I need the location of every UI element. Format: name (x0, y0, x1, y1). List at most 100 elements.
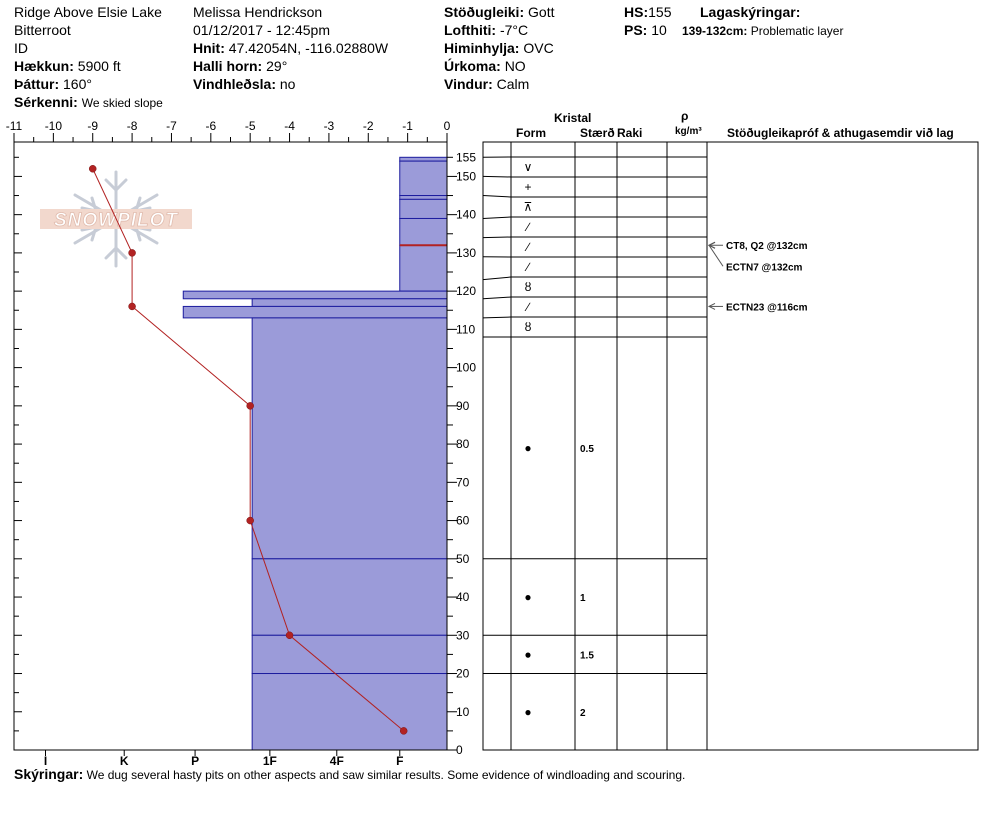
grain-form-symbol: ● (524, 705, 531, 719)
comments: Skýringar: We dug several hasty pits on … (14, 766, 685, 782)
hardness-tick-label: F (396, 754, 403, 768)
stability-test-label: CT8, Q2 @132cm (726, 241, 808, 252)
snow-layer (251, 673, 448, 751)
hardness-tick-label: 1F (263, 754, 277, 768)
height-tick-label: 120 (456, 284, 476, 298)
temp-tick-label: -8 (127, 119, 138, 133)
snow-layer (251, 558, 448, 636)
temperature-point (88, 165, 97, 173)
grain-table: ∨ + ⊼ ∕ ∕ ∕ ȣ ∕ ȣ ● 0.5 ● 1 ● 1.5 ● 2 CT8, Q2 @132cm ECTN7… (482, 141, 979, 751)
temp-tick-label: -3 (324, 119, 335, 133)
height-tick-label: 40 (456, 590, 470, 604)
grain-size-value: 1.5 (580, 650, 594, 661)
snowpilot-logo: SNOWPILOT (40, 170, 192, 268)
wind: Vindur: Calm (444, 76, 529, 92)
observer: Melissa Hendrickson (193, 4, 322, 20)
sky-cover: Himinhylja: OVC (444, 40, 554, 56)
grain-form-symbol: ∨ (524, 160, 533, 174)
height-connector (482, 216, 512, 219)
height-tick-label: 70 (456, 475, 470, 489)
grain-form-symbol: ∕ (524, 260, 531, 274)
density-symbol: ρ (681, 109, 688, 123)
height-connector (482, 276, 512, 281)
snow-layer (399, 217, 448, 246)
snow-layer (399, 160, 448, 197)
temp-tick-label: -5 (245, 119, 256, 133)
snow-layer (399, 156, 448, 162)
hardness-tick-label: K (120, 754, 129, 768)
hardness-tick-label: I (44, 754, 47, 768)
datetime: 01/12/2017 - 12:45pm (193, 22, 330, 38)
height-tick-label: 60 (456, 514, 470, 528)
grain-size-value: 2 (580, 708, 586, 719)
temp-tick-label: -10 (45, 119, 63, 133)
temp-tick-label: -11 (6, 119, 23, 133)
height-connector (482, 316, 512, 319)
temperature-point (128, 249, 136, 257)
height-tick-label: 130 (456, 246, 476, 260)
temp-tick-label: 0 (444, 119, 451, 133)
snow-layer (399, 244, 448, 292)
moisture-header: Raki (617, 126, 642, 140)
hardness-tick-label: P (191, 754, 199, 768)
density-unit: kg/m³ (675, 126, 702, 137)
form-header: Form (516, 126, 546, 140)
logo-text: SNOWPILOT (54, 210, 178, 231)
layer-notes-title: Lagaskýringar: (700, 4, 800, 20)
temp-tick-label: -2 (363, 119, 374, 133)
height-tick-label: 140 (456, 208, 476, 222)
height-connector (482, 195, 512, 198)
snow-layer (399, 195, 448, 200)
height-tick-label: 20 (456, 667, 470, 681)
stability-test-label: ECTN23 @116cm (726, 302, 808, 313)
height-tick-label: 30 (456, 628, 470, 642)
temperature-point (128, 302, 136, 311)
height-tick-label: 90 (456, 399, 470, 413)
test-pointer-line (708, 244, 724, 267)
grain-form-symbol: ȣ (525, 280, 532, 294)
grain-size-value: 1 (580, 593, 586, 604)
header: Ridge Above Elsie Lake Bitterroot ID Hæk… (14, 4, 843, 110)
precipitation: Úrkoma: NO (444, 57, 526, 74)
snow-layer (182, 290, 448, 300)
stability-tests-header: Stöðugleikapróf & athugasemdir við lag (727, 126, 954, 140)
snow-layer (251, 317, 448, 560)
height-connector (482, 175, 512, 178)
height-tick-label: 0 (456, 743, 463, 757)
height-tick-label: 10 (456, 705, 470, 719)
temp-tick-label: -4 (284, 119, 295, 133)
elevation: Hækkun: 5900 ft (14, 58, 121, 74)
slope-angle: Halli horn: 29° (193, 58, 287, 74)
temperature-point (285, 631, 294, 640)
height-connector (482, 296, 512, 300)
grain-form-symbol: ⊼ (524, 200, 533, 214)
snow-layer (251, 298, 448, 307)
grain-form-symbol: ● (524, 647, 531, 661)
grain-size-value: 0.5 (580, 444, 594, 455)
crystal-header: Kristal (554, 111, 591, 125)
table-headers: Kristal Form Stærð Raki ρ kg/m³ Stöðugle… (516, 109, 954, 140)
temp-tick-label: -6 (205, 119, 216, 133)
height-tick-label: 100 (456, 361, 476, 375)
wind-loading: Vindhleðsla: no (193, 76, 296, 92)
snow-layer (251, 634, 448, 675)
coordinates: Hnit: 47.42054N, -116.02880W (193, 40, 389, 56)
size-header: Stærð (580, 126, 615, 140)
range: Bitterroot (14, 22, 71, 38)
layer-hardness-plot: -11 -10 -9 -8 -7 -6 -5 -4 -3 -2 -1 0010203040506070… (6, 119, 477, 768)
stability-test-label: ECTN7 @132cm (726, 262, 803, 273)
grain-form-symbol: ∕ (524, 300, 531, 314)
pit-depth: PS: 10 (624, 22, 667, 38)
grain-form-symbol: ȣ (525, 320, 532, 334)
arrow-icon (707, 241, 716, 249)
location: Ridge Above Elsie Lake (14, 4, 162, 20)
grain-form-symbol: ● (524, 590, 531, 604)
temp-tick-label: -9 (87, 119, 98, 133)
height-tick-label: 80 (456, 437, 470, 451)
table-frame (482, 141, 979, 751)
temperature-point (246, 402, 254, 410)
grain-form-symbol: ∕ (524, 240, 531, 254)
grain-form-symbol: + (524, 180, 531, 194)
snow-layer (399, 198, 448, 219)
grain-form-symbol: ∕ (524, 220, 531, 234)
